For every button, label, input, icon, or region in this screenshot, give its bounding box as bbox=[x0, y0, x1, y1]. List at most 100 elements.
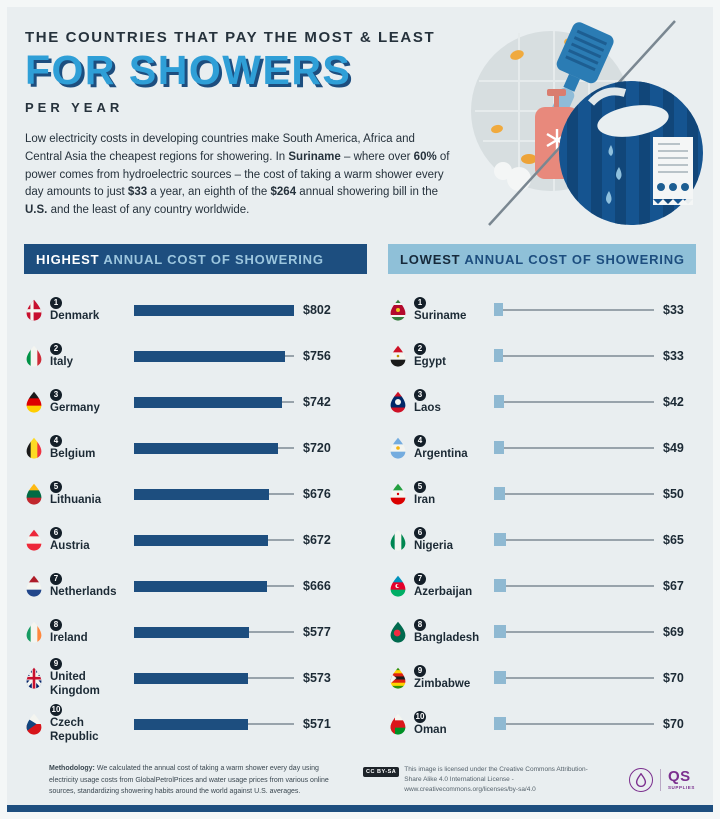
country-row: 10 Czech Republic $571 bbox=[24, 701, 367, 747]
value-bar bbox=[494, 395, 505, 409]
country-name: Suriname bbox=[414, 309, 467, 322]
value-label: $67 bbox=[663, 579, 684, 594]
value-bar bbox=[134, 627, 249, 639]
page-subtitle: PER YEAR bbox=[25, 100, 124, 115]
value-bar bbox=[494, 717, 507, 731]
rank-badge: 5 bbox=[414, 480, 426, 493]
rank-badge: 5 bbox=[50, 480, 62, 493]
value-bar bbox=[494, 625, 507, 639]
bar-track bbox=[494, 585, 655, 587]
bar-area: $742 bbox=[134, 394, 346, 410]
rank-badge: 9 bbox=[414, 664, 426, 677]
iran-flag-icon bbox=[390, 483, 406, 505]
bar-area: $571 bbox=[134, 716, 346, 732]
bar-area: $33 bbox=[494, 302, 696, 318]
country-name: Nigeria bbox=[414, 539, 453, 552]
coin-icon bbox=[491, 124, 503, 134]
bar-area: $70 bbox=[494, 716, 696, 732]
receipt-icon bbox=[653, 137, 693, 205]
bar-area: $802 bbox=[134, 302, 346, 318]
value-label: $571 bbox=[303, 717, 331, 732]
lowest-column: LOWEST ANNUAL COST OF SHOWERING 1 Surinam… bbox=[388, 244, 696, 747]
section-title-rest: ANNUAL COST OF SHOWERING bbox=[99, 251, 324, 267]
bar-area: $50 bbox=[494, 486, 696, 502]
germany-flag-icon bbox=[26, 391, 42, 413]
license-block: CC BY-SA This image is licensed under th… bbox=[363, 765, 593, 796]
value-bar bbox=[134, 351, 285, 363]
zimbabwe-flag-icon bbox=[390, 667, 406, 689]
netherlands-flag-icon bbox=[26, 575, 42, 597]
bar-track bbox=[494, 631, 655, 633]
value-bar bbox=[494, 533, 507, 547]
bar-track bbox=[494, 355, 655, 357]
highest-column: HIGHEST ANNUAL COST OF SHOWERING 1 Denmar… bbox=[24, 244, 367, 747]
country-row: 9 Zimbabwe $70 bbox=[388, 655, 696, 701]
value-label: $49 bbox=[663, 441, 684, 456]
rank-badge: 1 bbox=[50, 296, 62, 309]
country-row: 4 Argentina $49 bbox=[388, 425, 696, 471]
country-name: Belgium bbox=[50, 447, 96, 460]
intro-paragraph: Low electricity costs in developing coun… bbox=[25, 133, 450, 217]
ireland-flag-icon bbox=[26, 621, 42, 643]
value-bar bbox=[494, 441, 505, 455]
logo-sub-text: SUPPLIES bbox=[667, 785, 695, 791]
austria-flag-icon bbox=[26, 529, 42, 551]
bar-area: $756 bbox=[134, 348, 346, 364]
lowest-section-header: LOWEST ANNUAL COST OF SHOWERING bbox=[388, 244, 696, 275]
methodology-text: Methodology: We calculated the annual co… bbox=[49, 765, 329, 795]
bottom-accent-strip bbox=[7, 805, 713, 812]
value-label: $42 bbox=[663, 395, 684, 410]
header: THE COUNTRIES THAT PAY THE MOST & LEAST … bbox=[7, 7, 713, 226]
kicker-line: THE COUNTRIES THAT PAY THE MOST & LEAST bbox=[25, 29, 436, 46]
value-label: $573 bbox=[303, 671, 331, 686]
country-row: 8 Bangladesh $69 bbox=[388, 609, 696, 655]
czech-republic-flag-icon bbox=[26, 713, 42, 735]
country-row: 2 Italy $756 bbox=[24, 333, 367, 379]
country-name: Netherlands bbox=[50, 585, 117, 598]
bar-track bbox=[494, 493, 655, 495]
bar-track bbox=[494, 309, 655, 311]
suriname-flag-icon bbox=[390, 299, 406, 321]
value-bar bbox=[134, 397, 282, 409]
denmark-flag-icon bbox=[26, 299, 42, 321]
value-bar bbox=[134, 581, 267, 593]
qs-supplies-logo: QS SUPPLIES bbox=[628, 768, 695, 793]
chart-columns: HIGHEST ANNUAL COST OF SHOWERING 1 Denmar… bbox=[24, 244, 696, 747]
country-name: Argentina bbox=[414, 447, 468, 460]
country-row: 6 Nigeria $65 bbox=[388, 517, 696, 563]
bar-area: $42 bbox=[494, 394, 696, 410]
rank-badge: 10 bbox=[414, 710, 426, 723]
country-name: United Kingdom bbox=[50, 671, 100, 697]
country-name: Denmark bbox=[50, 309, 100, 322]
nigeria-flag-icon bbox=[390, 529, 406, 551]
value-label: $742 bbox=[303, 395, 331, 410]
country-name: Ireland bbox=[50, 631, 88, 644]
shower-scene-icon bbox=[559, 81, 703, 225]
bar-area: $33 bbox=[494, 348, 696, 364]
country-row: 6 Austria $672 bbox=[24, 517, 367, 563]
bar-area: $672 bbox=[134, 532, 346, 548]
bangladesh-flag-icon bbox=[390, 621, 406, 643]
value-label: $70 bbox=[663, 671, 684, 686]
country-row: 2 Egypt $33 bbox=[388, 333, 696, 379]
value-label: $666 bbox=[303, 579, 331, 594]
country-row: 7 Azerbaijan $67 bbox=[388, 563, 696, 609]
country-row: 1 Denmark $802 bbox=[24, 287, 367, 333]
belgium-flag-icon bbox=[26, 437, 42, 459]
country-name: Italy bbox=[50, 355, 74, 368]
shower-illustration bbox=[471, 20, 703, 226]
value-label: $33 bbox=[663, 349, 684, 364]
value-bar bbox=[494, 579, 507, 593]
bar-area: $577 bbox=[134, 624, 346, 640]
rank-badge: 8 bbox=[50, 618, 62, 631]
country-name: Laos bbox=[414, 401, 441, 414]
united-kingdom-flag-icon bbox=[26, 667, 42, 689]
value-bar bbox=[134, 489, 269, 501]
value-label: $756 bbox=[303, 349, 331, 364]
value-bar bbox=[494, 303, 504, 317]
country-name: Lithuania bbox=[50, 493, 102, 506]
highest-section-header: HIGHEST ANNUAL COST OF SHOWERING bbox=[24, 244, 367, 275]
logo-divider bbox=[659, 769, 661, 792]
lithuania-flag-icon bbox=[26, 483, 42, 505]
